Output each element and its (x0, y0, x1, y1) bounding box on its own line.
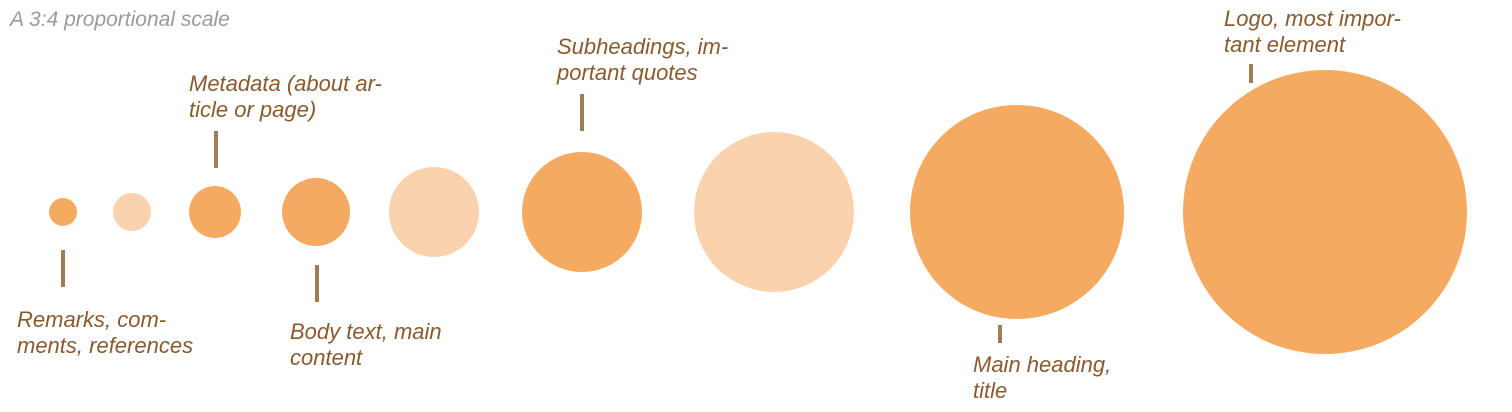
annotation-label-logo-line-2: tant element (1224, 32, 1346, 57)
scale-circle-step-3 (189, 186, 241, 238)
leader-lines (61, 64, 1253, 343)
scale-circle-step-6 (522, 152, 642, 272)
annotation-label-body-text-line-1: Body text, main (290, 319, 442, 344)
scale-circle-step-4 (282, 178, 350, 246)
annotation-label-subheadings-line-1: Subheadings, im- (557, 34, 728, 59)
annotation-label-logo-line-1: Logo, most impor- (1224, 6, 1401, 31)
scale-circle-step-2 (113, 193, 151, 231)
scale-circle-step-1 (49, 198, 77, 226)
annotation-label-remarks-line-2: ments, references (17, 333, 193, 358)
scale-title: A 3:4 proportional scale (8, 8, 230, 31)
scale-circle-step-8 (910, 105, 1124, 319)
annotation-label-main-heading-line-2: title (973, 378, 1007, 403)
scale-circle-step-5 (389, 167, 479, 257)
annotation-label-subheadings-line-2: portant quotes (556, 60, 698, 85)
annotation-label-metadata-line-1: Metadata (about ar- (189, 71, 382, 96)
annotation-label-metadata-line-2: ticle or page) (189, 97, 316, 122)
annotation-label-body-text-line-2: content (290, 345, 363, 370)
annotation-label-main-heading-line-1: Main heading, (973, 352, 1111, 377)
scale-circle-step-7 (694, 132, 854, 292)
scale-circle-step-9 (1183, 70, 1467, 354)
scale-circles (49, 70, 1467, 354)
annotation-labels: Remarks, com-ments, references Metadata (… (17, 6, 1401, 403)
annotation-label-remarks-line-1: Remarks, com- (17, 307, 166, 332)
